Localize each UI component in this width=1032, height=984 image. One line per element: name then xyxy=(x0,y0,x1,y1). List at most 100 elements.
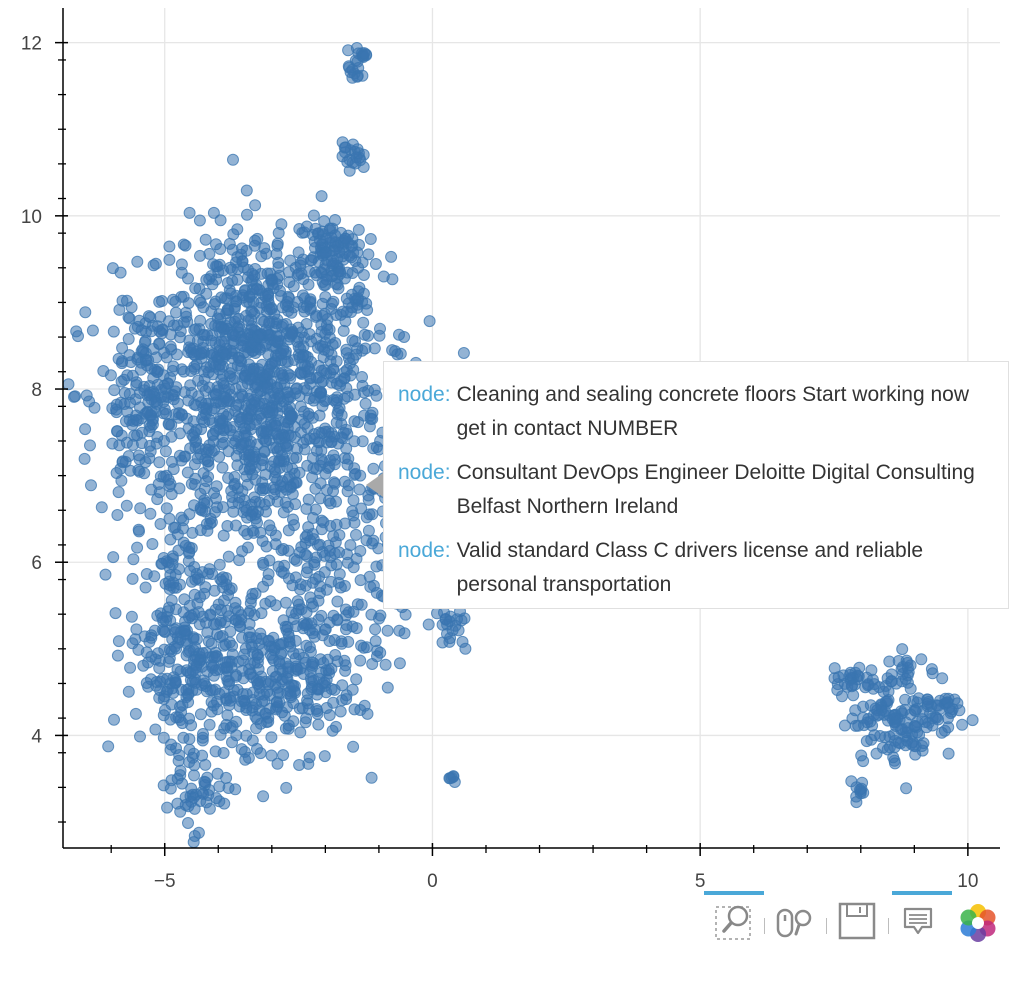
wheel-zoom-button[interactable] xyxy=(766,888,828,948)
data-point xyxy=(304,372,317,385)
data-point xyxy=(236,390,249,403)
data-point xyxy=(233,351,246,364)
data-point xyxy=(163,480,176,493)
data-point xyxy=(215,335,228,348)
hover-icon xyxy=(903,907,933,935)
data-point xyxy=(179,799,192,811)
data-point xyxy=(915,653,928,666)
data-point xyxy=(272,261,285,274)
data-point xyxy=(872,708,885,721)
data-point xyxy=(331,595,344,608)
data-point xyxy=(99,568,112,581)
data-point xyxy=(161,801,174,814)
data-point xyxy=(203,718,216,731)
data-point xyxy=(138,467,151,480)
data-point xyxy=(922,696,935,708)
data-point xyxy=(367,534,380,547)
data-point xyxy=(348,516,361,529)
data-point xyxy=(316,546,329,558)
data-point xyxy=(334,705,347,718)
data-point xyxy=(219,656,232,669)
data-point xyxy=(246,305,259,318)
data-points xyxy=(62,42,979,849)
data-point xyxy=(341,548,353,561)
data-point xyxy=(132,643,145,656)
data-point xyxy=(308,432,321,445)
data-point xyxy=(282,473,295,486)
data-point xyxy=(312,594,325,607)
data-point xyxy=(262,634,275,647)
data-point xyxy=(263,303,276,316)
data-point xyxy=(275,347,288,360)
data-point xyxy=(289,571,302,584)
data-point xyxy=(314,477,327,490)
data-point xyxy=(351,246,364,259)
data-point xyxy=(109,607,122,620)
data-point xyxy=(273,696,286,709)
hover-tool-button[interactable] xyxy=(888,888,952,948)
data-point xyxy=(283,276,296,289)
data-point xyxy=(214,412,227,425)
tooltip-pointer xyxy=(366,473,383,497)
data-point xyxy=(175,258,188,271)
data-point xyxy=(319,327,332,340)
data-point xyxy=(138,336,151,349)
data-point xyxy=(885,675,898,688)
data-point xyxy=(207,206,220,219)
data-point xyxy=(135,324,148,337)
data-point xyxy=(175,363,188,376)
data-point xyxy=(241,208,253,221)
data-point xyxy=(163,418,176,431)
box-zoom-button[interactable] xyxy=(700,888,764,948)
data-point xyxy=(896,643,909,656)
data-point xyxy=(257,790,270,803)
data-point xyxy=(287,513,299,526)
data-point xyxy=(200,287,213,300)
data-point xyxy=(358,699,371,712)
data-point xyxy=(240,701,253,714)
data-point xyxy=(319,246,332,259)
data-point xyxy=(217,747,230,759)
data-point xyxy=(144,311,157,324)
data-point xyxy=(171,528,184,541)
data-point xyxy=(236,339,249,352)
data-point xyxy=(192,390,205,403)
data-point xyxy=(180,310,193,323)
data-point xyxy=(112,635,125,648)
data-point xyxy=(169,626,181,639)
data-point xyxy=(850,781,863,794)
data-point xyxy=(133,453,146,466)
data-point xyxy=(315,364,328,377)
tooltip-key: node: xyxy=(398,461,451,484)
data-point xyxy=(448,776,461,788)
data-point xyxy=(188,458,201,471)
data-point xyxy=(236,485,249,498)
data-point xyxy=(315,444,328,457)
data-point xyxy=(194,296,207,309)
save-button[interactable] xyxy=(828,888,890,948)
data-point xyxy=(385,250,398,263)
data-point xyxy=(373,612,385,625)
data-point xyxy=(325,559,338,572)
data-point xyxy=(293,759,306,771)
data-point xyxy=(258,315,271,328)
data-point xyxy=(329,229,342,242)
data-point xyxy=(143,425,156,438)
data-point xyxy=(268,471,281,484)
data-point xyxy=(226,736,238,749)
data-point xyxy=(342,44,355,57)
tooltip-value: Cleaning and sealing concrete floors Sta… xyxy=(456,383,970,440)
data-point xyxy=(323,709,336,722)
data-point xyxy=(106,262,119,275)
data-point xyxy=(124,661,137,674)
data-point xyxy=(220,347,233,360)
data-point xyxy=(337,324,350,337)
data-point xyxy=(329,536,342,549)
data-point xyxy=(316,375,329,388)
data-point xyxy=(312,718,325,731)
data-point xyxy=(354,574,367,587)
data-point xyxy=(153,295,166,308)
data-point xyxy=(271,757,284,770)
bokeh-logo[interactable] xyxy=(950,888,1012,948)
